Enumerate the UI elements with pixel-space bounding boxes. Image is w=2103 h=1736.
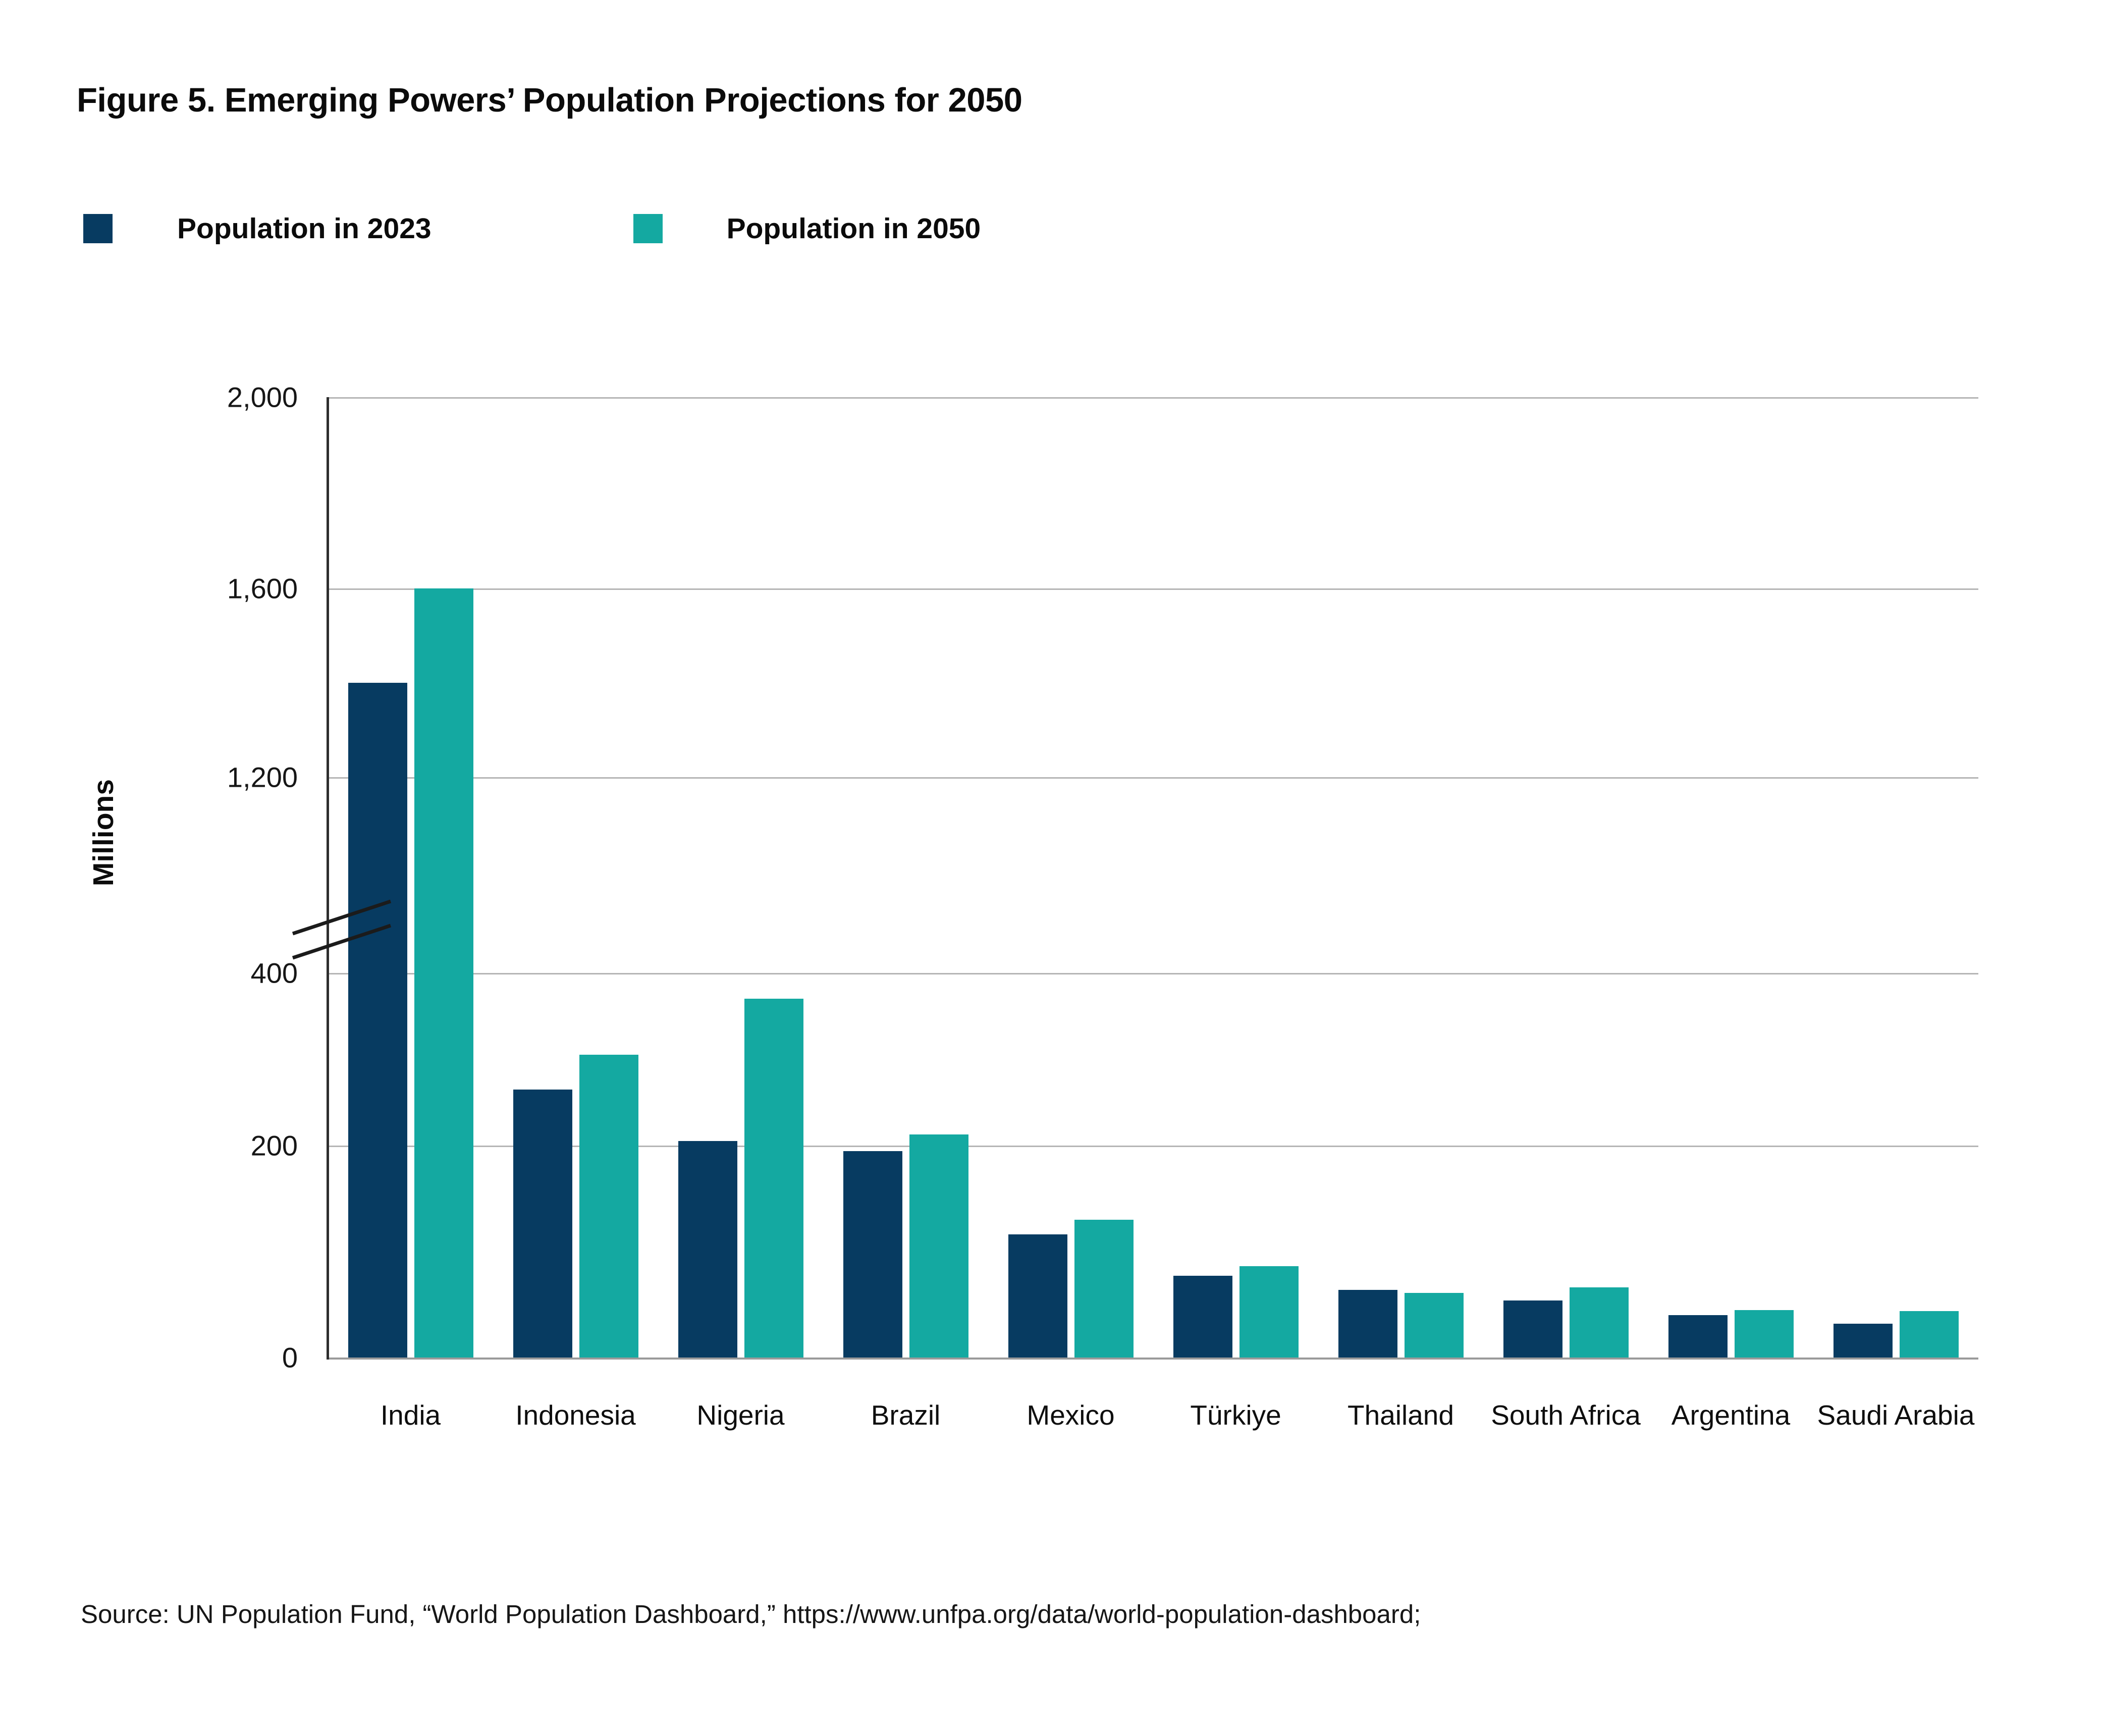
gridline-1200 xyxy=(328,777,1978,779)
legend-swatch-2023-icon xyxy=(83,214,113,243)
gridline-400 xyxy=(328,973,1978,974)
bar-brazil-2023 xyxy=(843,1151,902,1358)
chart-plot-area xyxy=(328,397,1978,1360)
x-label-argentina: Argentina xyxy=(1671,1399,1791,1431)
x-label-brazil: Brazil xyxy=(871,1399,941,1431)
gridline-0 xyxy=(328,1358,1978,1360)
source-note: Source: UN Population Fund, “World Popul… xyxy=(81,1503,1421,1736)
y-axis-title: Millions xyxy=(87,779,120,887)
bar-thailand-2023 xyxy=(1338,1289,1397,1358)
bar-south-africa-2023 xyxy=(1503,1300,1562,1358)
gridline-200 xyxy=(328,1146,1978,1147)
bar-south-africa-2050 xyxy=(1569,1287,1629,1358)
x-label-india: India xyxy=(380,1399,441,1431)
bar-argentina-2050 xyxy=(1734,1310,1794,1358)
bar-indonesia-2023 xyxy=(513,1089,572,1358)
x-label-mexico: Mexico xyxy=(1027,1399,1115,1431)
y-tick-2000: 2,000 xyxy=(227,381,298,413)
x-label-south-africa: South Africa xyxy=(1491,1399,1641,1431)
y-tick-0: 0 xyxy=(282,1341,298,1374)
legend-item-2023: Population in 2023 xyxy=(83,212,432,245)
bar-mexico-2050 xyxy=(1074,1220,1134,1358)
bar-türkiye-2050 xyxy=(1239,1266,1299,1358)
axis-break-icon xyxy=(292,899,392,960)
bar-argentina-2023 xyxy=(1668,1315,1728,1358)
bar-india-2050 xyxy=(414,588,473,1358)
x-label-nigeria: Nigeria xyxy=(696,1399,785,1431)
bar-brazil-2050 xyxy=(909,1134,968,1358)
bar-nigeria-2050 xyxy=(744,999,803,1358)
bar-mexico-2023 xyxy=(1008,1234,1067,1358)
legend-item-2050: Population in 2050 xyxy=(633,212,981,245)
legend: Population in 2023 Population in 2050 xyxy=(83,212,981,245)
legend-label-2050: Population in 2050 xyxy=(726,212,981,245)
y-tick-1600: 1,600 xyxy=(227,572,298,605)
legend-label-2023: Population in 2023 xyxy=(177,212,432,245)
bar-thailand-2050 xyxy=(1404,1292,1464,1358)
bar-india-2023 xyxy=(348,683,407,1358)
y-tick-200: 200 xyxy=(250,1129,298,1162)
gridline-2000 xyxy=(328,397,1978,399)
bar-indonesia-2050 xyxy=(579,1055,638,1358)
bar-saudi-arabia-2023 xyxy=(1833,1323,1893,1358)
bar-türkiye-2023 xyxy=(1173,1276,1232,1358)
bar-nigeria-2023 xyxy=(678,1141,737,1358)
figure-title: Figure 5. Emerging Powers’ Population Pr… xyxy=(77,81,1022,119)
x-label-thailand: Thailand xyxy=(1347,1399,1454,1431)
x-label-saudi-arabia: Saudi Arabia xyxy=(1817,1399,1975,1431)
bar-saudi-arabia-2050 xyxy=(1899,1311,1959,1358)
x-label-indonesia: Indonesia xyxy=(515,1399,636,1431)
y-axis-line xyxy=(327,397,329,1360)
y-tick-400: 400 xyxy=(250,957,298,989)
gridline-1600 xyxy=(328,588,1978,590)
legend-swatch-2050-icon xyxy=(633,214,663,243)
y-tick-1200: 1,200 xyxy=(227,761,298,793)
source-line-2: and UN Population Prospects 2022, https:… xyxy=(81,1727,1421,1736)
x-label-türkiye: Türkiye xyxy=(1190,1399,1281,1431)
source-line-1: Source: UN Population Fund, “World Popul… xyxy=(81,1600,1421,1629)
